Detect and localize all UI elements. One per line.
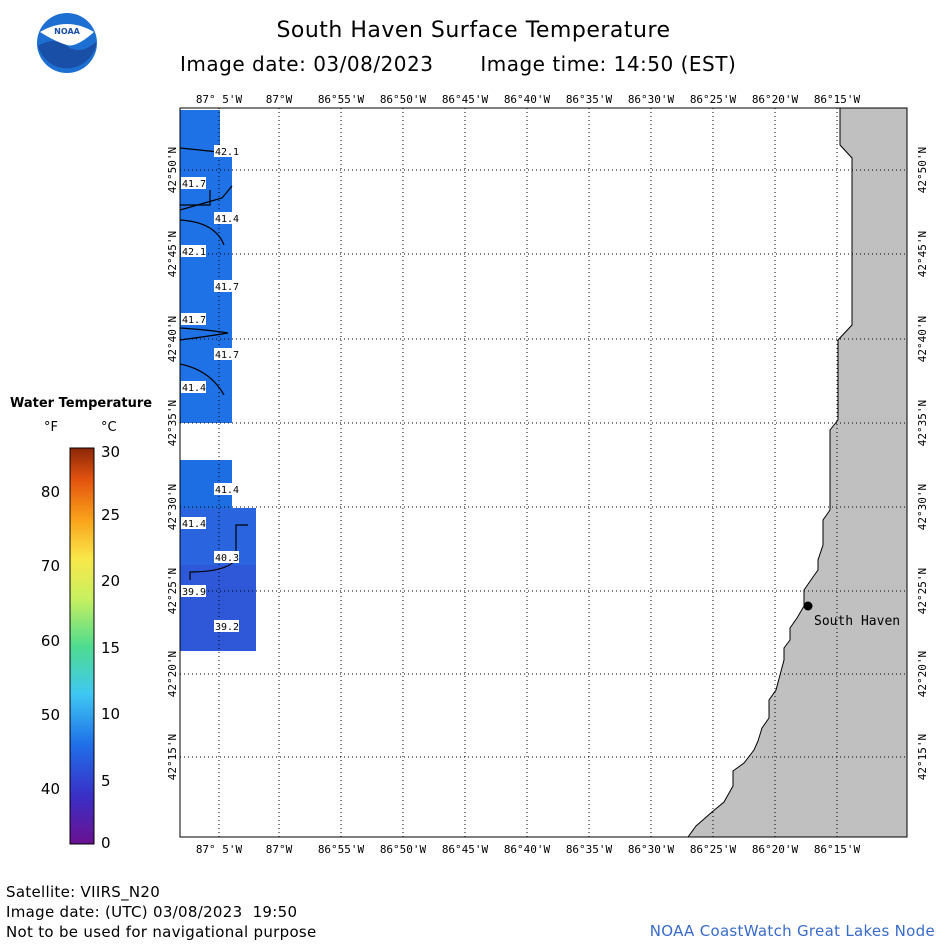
- legend-tick-f: 80: [41, 483, 60, 501]
- contour-label: 41.7: [182, 315, 206, 326]
- legend-unit-f: °F: [44, 420, 58, 435]
- legend-tick-f: 60: [41, 632, 60, 650]
- legend-unit-c: °C: [101, 420, 117, 435]
- lat-label: 42°35'N: [166, 400, 179, 446]
- lon-label: 86°20'W: [752, 93, 799, 106]
- lon-label: 86°45'W: [442, 843, 489, 856]
- image-date: Image date: 03/08/2023: [180, 52, 434, 76]
- lon-label: 86°25'W: [690, 93, 737, 106]
- contour-label: 41.7: [215, 282, 239, 293]
- legend-title: Water Temperature: [10, 396, 153, 411]
- legend-tick-c: 20: [101, 572, 120, 590]
- disclaimer: Not to be used for navigational purpose: [6, 923, 317, 941]
- lat-label: 42°35'N: [916, 400, 929, 446]
- legend-tick-f: 50: [41, 706, 60, 724]
- lat-label: 42°15'N: [916, 734, 929, 780]
- lon-label: 87°W: [266, 843, 293, 856]
- lat-label: 42°15'N: [166, 734, 179, 780]
- noaa-logo-text: NOAA: [54, 27, 80, 36]
- contour-label: 41.4: [182, 519, 206, 530]
- lat-label: 42°45'N: [916, 231, 929, 277]
- lat-label: 42°50'N: [166, 147, 179, 193]
- lon-label: 86°45'W: [442, 93, 489, 106]
- contour-label-bg: [181, 245, 206, 257]
- lon-label: 86°40'W: [504, 843, 551, 856]
- image-time: Image time: 14:50 (EST): [480, 52, 737, 76]
- legend-tick-f: 70: [41, 557, 60, 575]
- lat-label: 42°20'N: [166, 651, 179, 697]
- contour-label-bg: [214, 212, 239, 224]
- legend-tick-c: 15: [101, 639, 120, 657]
- lon-label: 86°35'W: [566, 93, 613, 106]
- lon-label: 86°30'W: [628, 93, 675, 106]
- noaa-logo: NOAA: [37, 13, 97, 73]
- city-label: South Haven: [814, 614, 900, 629]
- contour-label-bg: [214, 620, 239, 632]
- lon-label: 86°15'W: [814, 93, 861, 106]
- legend-tick-c: 10: [101, 705, 120, 723]
- lon-label: 86°25'W: [690, 843, 737, 856]
- lat-label: 42°45'N: [166, 231, 179, 277]
- legend-tick-c: 30: [101, 443, 120, 461]
- lon-label: 87°W: [266, 93, 293, 106]
- lon-label: 86°30'W: [628, 843, 675, 856]
- sst-swath: [180, 565, 256, 651]
- lat-label: 42°20'N: [916, 651, 929, 697]
- lon-label: 86°35'W: [566, 843, 613, 856]
- lat-label: 42°25'N: [166, 568, 179, 614]
- lat-label: 42°30'N: [166, 484, 179, 530]
- graticule: [180, 108, 907, 837]
- contour-label-bg: [181, 381, 206, 393]
- legend-tick-c: 0: [101, 834, 111, 852]
- contour-label: 42.1: [182, 247, 206, 258]
- page-title: South Haven Surface Temperature: [276, 18, 671, 43]
- lat-label: 42°30'N: [916, 484, 929, 530]
- lat-label: 42°25'N: [916, 568, 929, 614]
- lon-label: 87° 5'W: [196, 93, 243, 106]
- legend-tick-c: 25: [101, 506, 120, 524]
- lon-label: 87° 5'W: [196, 843, 243, 856]
- image-dateline: Image date: 03/08/2023 Image time: 14:50…: [180, 52, 776, 76]
- contour-label: 42.1: [215, 147, 239, 158]
- lat-label: 42°40'N: [166, 316, 179, 362]
- contour-label: 41.7: [215, 350, 239, 361]
- land-area: [687, 107, 908, 838]
- contour-label-bg: [214, 348, 239, 360]
- lon-label: 86°55'W: [318, 93, 365, 106]
- contour-label: 39.9: [182, 587, 206, 598]
- contour-label-bg: [214, 280, 239, 292]
- contour-label-bg: [181, 177, 206, 189]
- map-border: [179, 107, 908, 838]
- contour-label: 39.2: [215, 622, 239, 633]
- contour-label: 41.4: [215, 214, 239, 225]
- contour-label: 40.3: [215, 553, 239, 564]
- lon-label: 86°55'W: [318, 843, 365, 856]
- contour-label-bg: [181, 585, 206, 597]
- lon-label: 86°50'W: [380, 93, 427, 106]
- contour-label: 41.7: [182, 179, 206, 190]
- legend-tick-f: 40: [41, 780, 60, 798]
- contour-label: 41.4: [182, 383, 206, 394]
- contour-label-bg: [214, 145, 239, 157]
- contour-label-bg: [214, 551, 239, 563]
- lat-label: 42°50'N: [916, 147, 929, 193]
- color-bar: [69, 447, 95, 845]
- lon-label: 86°20'W: [752, 843, 799, 856]
- credit-link[interactable]: NOAA CoastWatch Great Lakes Node: [649, 922, 935, 940]
- lat-label: 42°40'N: [916, 316, 929, 362]
- city-marker: [803, 601, 813, 611]
- lon-label: 86°40'W: [504, 93, 551, 106]
- utc-date: Image date: (UTC) 03/08/2023 19:50: [6, 903, 298, 921]
- isotherms: [179, 147, 248, 580]
- lon-label: 86°15'W: [814, 843, 861, 856]
- legend-tick-c: 5: [101, 772, 111, 790]
- contour-label-bg: [181, 313, 206, 325]
- contour-label: 41.4: [215, 485, 239, 496]
- contour-label-bg: [181, 517, 206, 529]
- lon-label: 86°50'W: [380, 843, 427, 856]
- contour-label-bg: [214, 483, 239, 495]
- satellite-info: Satellite: VIIRS_N20: [6, 883, 161, 901]
